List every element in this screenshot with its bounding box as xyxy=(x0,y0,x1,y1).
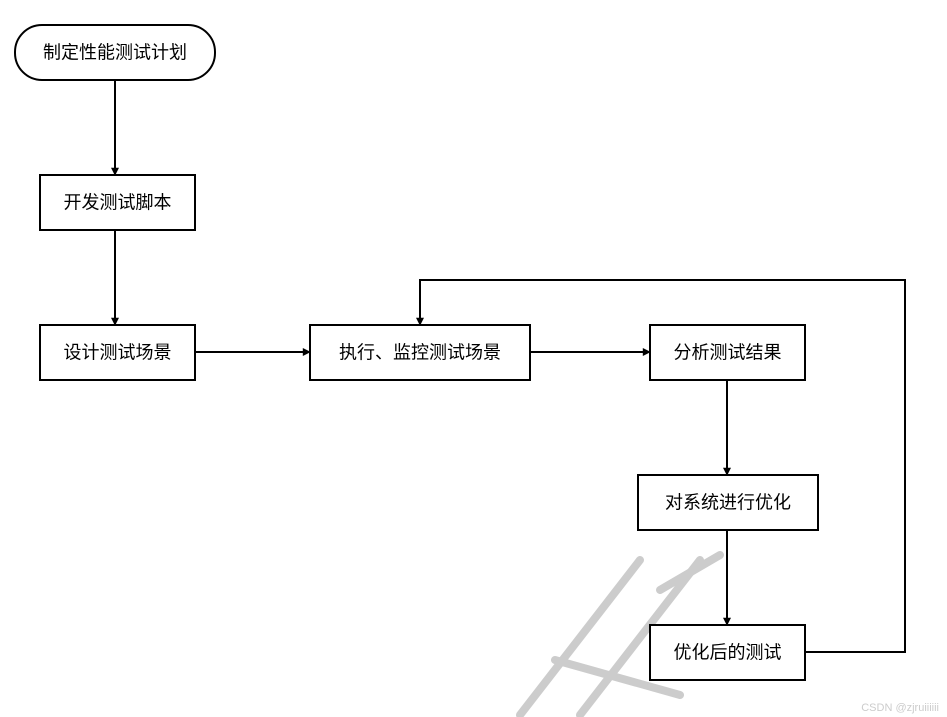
node-label: 制定性能测试计划 xyxy=(43,42,187,62)
node-label: 对系统进行优化 xyxy=(665,492,791,512)
node-label: 分析测试结果 xyxy=(674,342,782,362)
node-n5: 分析测试结果 xyxy=(650,325,805,380)
node-n6: 对系统进行优化 xyxy=(638,475,818,530)
node-label: 执行、监控测试场景 xyxy=(339,342,501,362)
node-n4: 执行、监控测试场景 xyxy=(310,325,530,380)
node-n3: 设计测试场景 xyxy=(40,325,195,380)
node-n2: 开发测试脚本 xyxy=(40,175,195,230)
watermark-text: CSDN @zjruiiiiii xyxy=(861,702,939,714)
node-n1: 制定性能测试计划 xyxy=(15,25,215,80)
node-label: 开发测试脚本 xyxy=(64,192,172,212)
node-n7: 优化后的测试 xyxy=(650,625,805,680)
nodes: 制定性能测试计划开发测试脚本设计测试场景 执行、监控测试场景 分析测试结果对系统进行… xyxy=(15,25,818,680)
node-label: 设计测试场景 xyxy=(64,342,172,362)
node-label: 优化后的测试 xyxy=(674,642,782,662)
